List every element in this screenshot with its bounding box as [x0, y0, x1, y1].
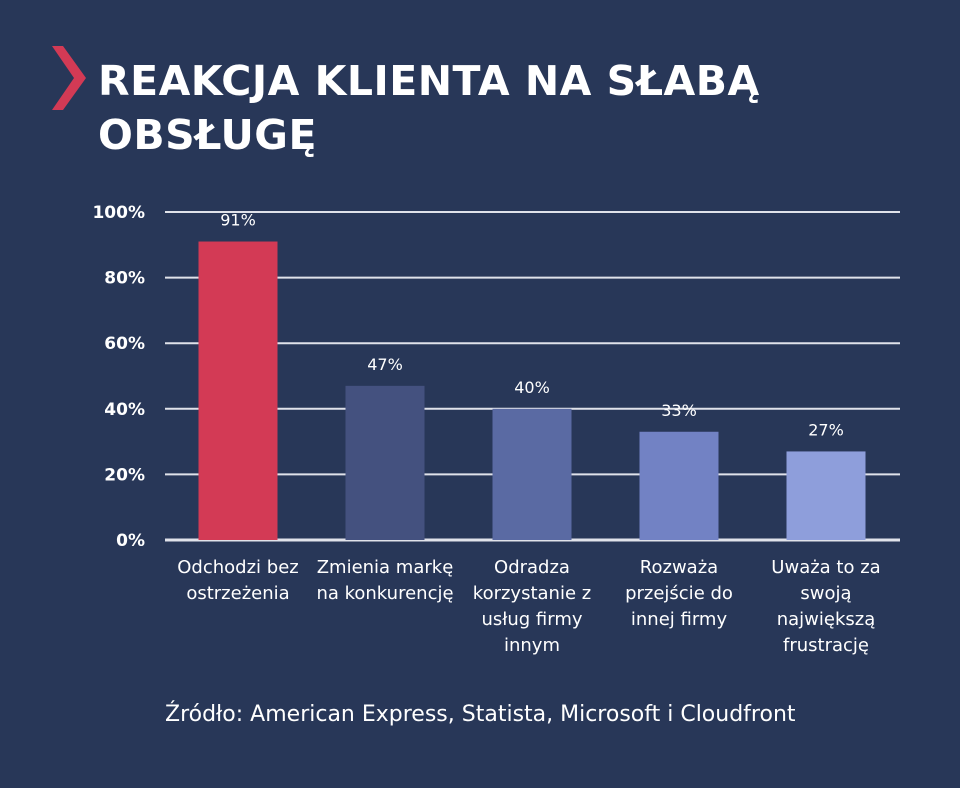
x-tick-label: Zmienia markę na konkurencję	[316, 557, 454, 604]
y-tick-label: 0%	[116, 531, 145, 551]
data-label: 40%	[514, 378, 550, 397]
bar	[345, 385, 425, 540]
x-tick-label: Rozważa przejście do innej firmy	[625, 557, 733, 630]
data-label: 27%	[808, 420, 844, 439]
bar	[198, 241, 278, 540]
bar	[639, 431, 719, 540]
chevron-right-icon	[52, 46, 86, 110]
data-label: 33%	[661, 401, 697, 420]
x-tick-label: Odradza korzystanie z usług firmy innym	[472, 557, 592, 656]
y-tick-label: 40%	[104, 400, 145, 420]
x-tick-label: Uważa to za swoją największą frustrację	[771, 557, 881, 656]
y-tick-label: 80%	[104, 269, 145, 289]
data-label: 91%	[220, 211, 256, 230]
x-tick-label: Odchodzi bez ostrzeżenia	[177, 557, 299, 604]
source-note: Źródło: American Express, Statista, Micr…	[165, 702, 796, 727]
data-label: 47%	[367, 355, 403, 374]
bar	[786, 451, 866, 540]
y-tick-label: 60%	[104, 334, 145, 354]
y-tick-label: 20%	[104, 465, 145, 485]
page-title: REAKCJA KLIENTA NA SŁABĄ OBSŁUGĘ	[98, 57, 760, 159]
bar	[492, 408, 572, 540]
y-tick-label: 100%	[92, 203, 145, 223]
